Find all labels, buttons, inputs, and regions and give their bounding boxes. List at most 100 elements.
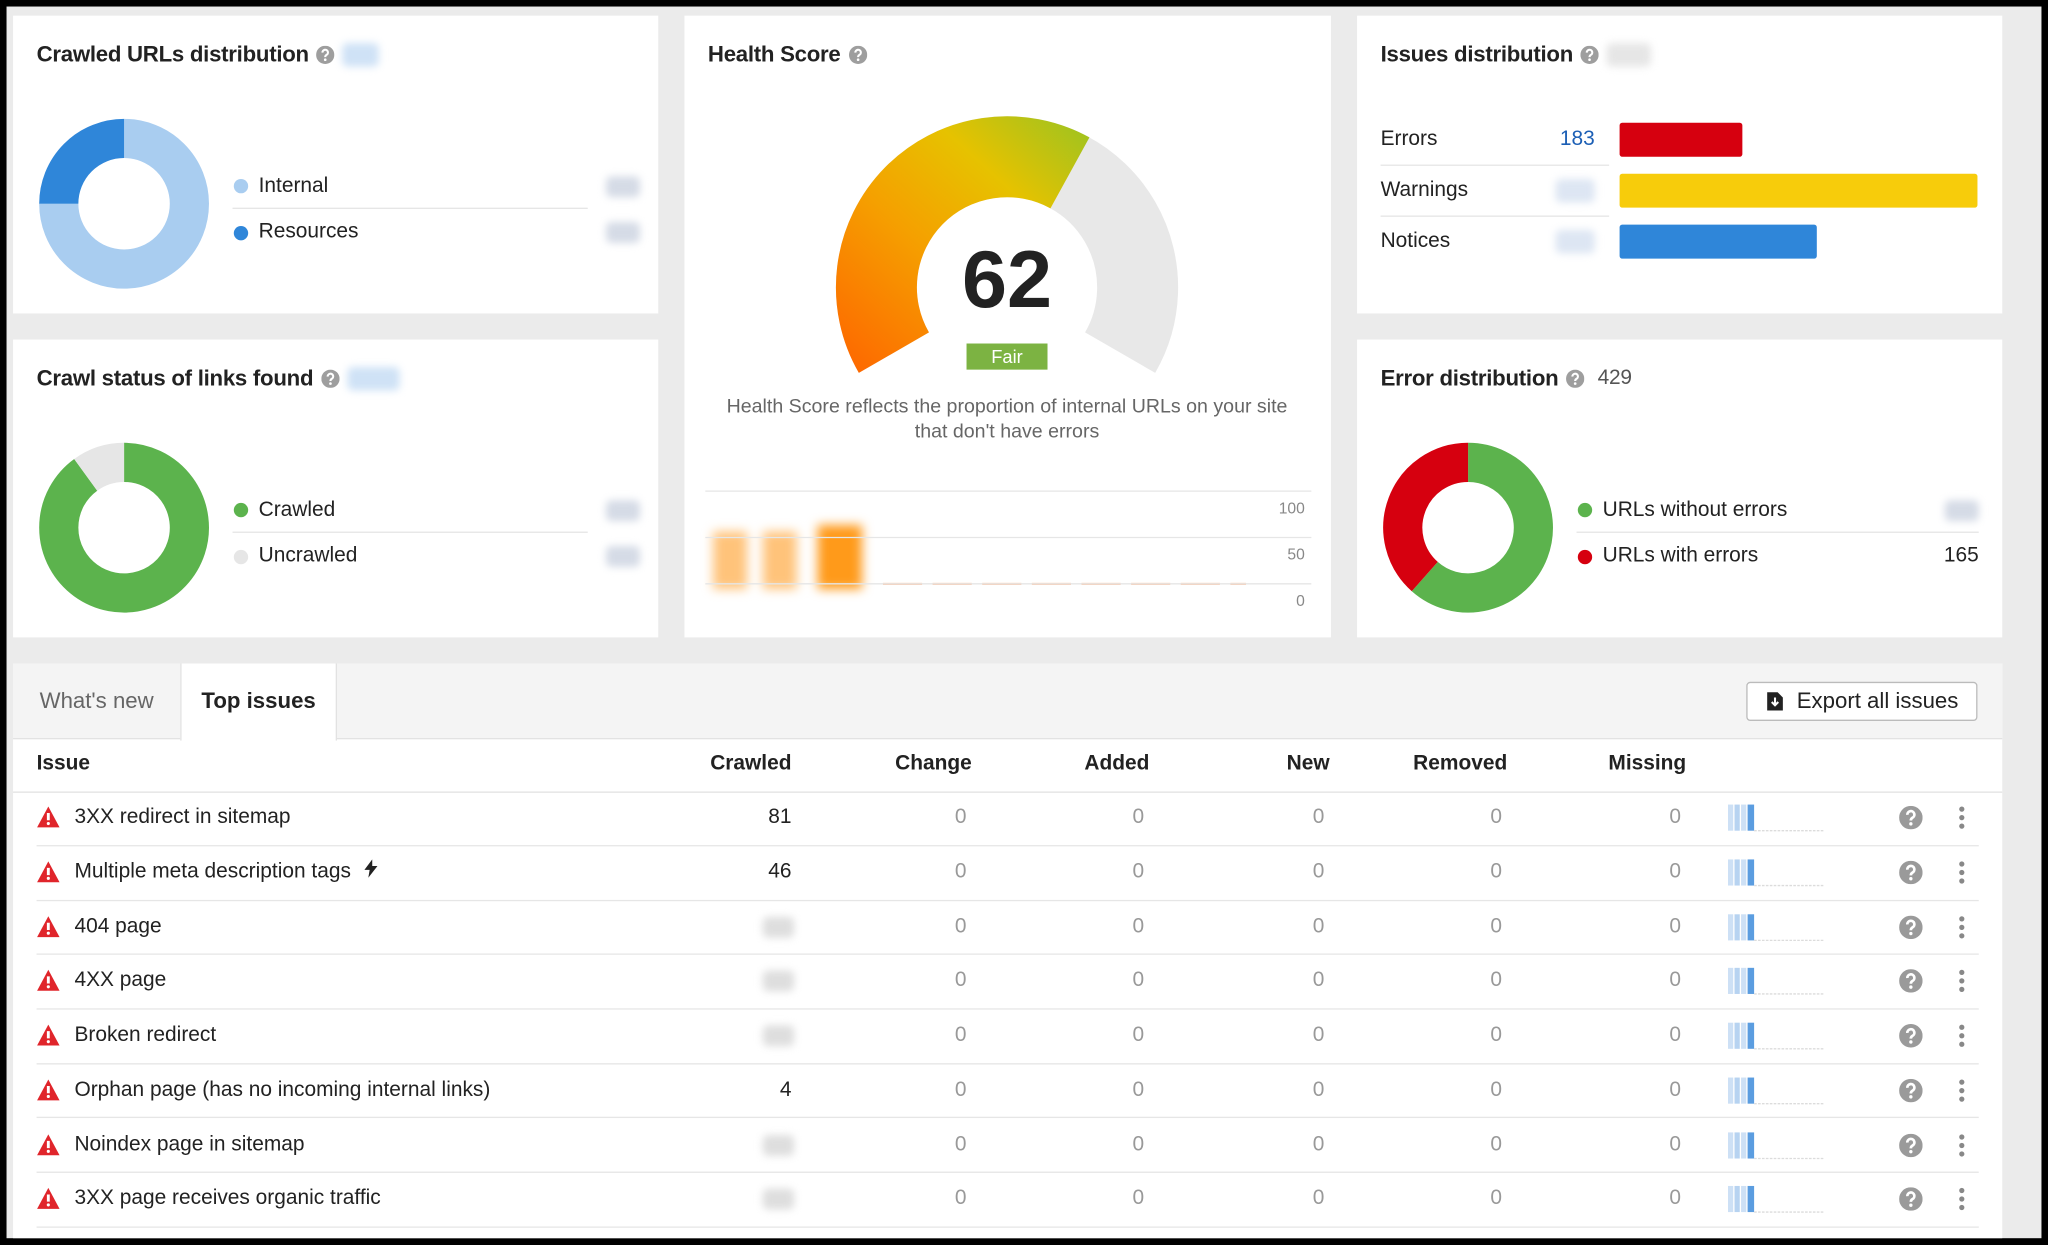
sparkline <box>1727 1186 1825 1213</box>
legend-dot <box>1577 502 1593 518</box>
blurred-value <box>1555 229 1595 254</box>
issue-name: Orphan page (has no incoming internal li… <box>74 1078 491 1101</box>
more-menu[interactable] <box>1958 1024 1966 1048</box>
export-label: Export all issues <box>1796 688 1959 714</box>
help-icon[interactable] <box>1899 806 1923 836</box>
table-cell: 0 <box>1132 1187 1145 1210</box>
table-cell: 0 <box>1132 860 1145 883</box>
row-divider <box>36 953 1979 956</box>
column-header: Issue <box>36 752 91 775</box>
bar <box>1619 173 1977 208</box>
table-cell: 0 <box>1312 1187 1325 1210</box>
warning-icon <box>37 915 60 937</box>
table-cell: 0 <box>1490 969 1503 992</box>
blurred-count <box>1606 43 1652 67</box>
row-divider <box>36 844 1979 847</box>
help-icon[interactable] <box>1899 1133 1923 1163</box>
panel: Crawled URLs distribution Internal Resour… <box>13 15 659 314</box>
tab[interactable]: What's new <box>39 688 154 714</box>
column-header: Added <box>1084 752 1150 775</box>
table-cell: 0 <box>954 1187 967 1210</box>
more-menu[interactable] <box>1958 1133 1966 1157</box>
donut-segment <box>39 118 209 289</box>
help-icon[interactable] <box>1899 1078 1923 1109</box>
help-icon[interactable] <box>1899 915 1923 945</box>
legend-label: Resources <box>258 220 359 243</box>
table-cell: 0 <box>1490 860 1503 883</box>
table-cell: 81 <box>768 806 792 829</box>
issue-name: Noindex page in sitemap <box>74 1133 305 1156</box>
row-divider <box>36 1062 1979 1064</box>
more-menu[interactable] <box>1958 861 1966 885</box>
legend-label: Internal <box>258 174 329 197</box>
panel: Issues distribution Errors 183 Warnings Not… <box>1357 15 2003 314</box>
legend-row: Uncrawled <box>232 534 640 578</box>
table-cell: 0 <box>1669 1024 1681 1047</box>
more-menu[interactable] <box>1958 970 1966 994</box>
legend-row: URLs without errors <box>1576 488 1979 533</box>
warning-icon <box>37 806 60 828</box>
bolt-icon <box>363 859 378 878</box>
issue-name: 404 page <box>74 915 162 938</box>
help-icon[interactable] <box>1580 45 1600 64</box>
donut-segment <box>39 118 125 205</box>
help-icon[interactable] <box>321 369 340 388</box>
warning-icon <box>37 1188 60 1210</box>
row-divider <box>1380 164 1610 166</box>
help-icon[interactable] <box>848 45 867 64</box>
panel-header: Issues distribution <box>1381 42 1652 68</box>
help-icon[interactable] <box>316 45 335 64</box>
row-divider <box>36 1008 1979 1010</box>
help-icon[interactable] <box>1899 1187 1923 1218</box>
more-menu[interactable] <box>1958 806 1966 830</box>
issue-name: 4XX page <box>74 969 167 992</box>
tab-bar <box>13 663 2003 740</box>
more-menu[interactable] <box>1958 1079 1966 1103</box>
export-button[interactable]: Export all issues <box>1746 681 1978 721</box>
row-divider <box>36 1226 1979 1228</box>
table-cell: 0 <box>1312 969 1325 992</box>
donut-segment <box>74 442 125 492</box>
tab-active[interactable]: Top issues <box>180 663 337 741</box>
table-cell: 0 <box>1669 969 1681 992</box>
help-icon[interactable] <box>1899 860 1923 891</box>
gauge-value <box>835 116 1090 373</box>
more-menu[interactable] <box>1958 915 1966 939</box>
table-cell: 0 <box>1490 1133 1503 1156</box>
panel-title: Health Score <box>707 41 841 67</box>
table-cell: 0 <box>954 1024 967 1047</box>
panel-title: Crawled URLs distribution <box>36 41 310 67</box>
table-cell: 0 <box>1669 860 1681 883</box>
legend-label: Crawled <box>258 498 336 521</box>
row-divider <box>36 899 1979 901</box>
donut-chart <box>39 118 209 289</box>
panel: Crawl status of links found Crawled Uncra… <box>13 339 659 638</box>
help-icon[interactable] <box>1899 1024 1923 1054</box>
help-icon[interactable] <box>1566 369 1585 388</box>
panel: Error distribution 429 URLs without error… <box>1357 339 2003 638</box>
table-cell: 0 <box>1669 1078 1681 1101</box>
bar-label: Warnings <box>1380 178 1469 202</box>
help-icon[interactable] <box>1899 969 1923 1000</box>
row-divider <box>36 1171 1979 1173</box>
bar <box>1619 224 1817 259</box>
description: Health Score reflects the proportion of … <box>726 395 1288 443</box>
column-header: Crawled <box>710 752 792 775</box>
sparkline <box>1727 913 1825 941</box>
table-cell: 0 <box>954 806 967 829</box>
legend-row: Resources <box>232 210 640 254</box>
more-menu[interactable] <box>1958 1188 1966 1212</box>
sparkline <box>1727 804 1825 832</box>
gauge-chart: 0 50 100 <box>705 116 1312 610</box>
y-tick-label: 0 <box>1296 593 1305 610</box>
table-cell: 0 <box>1490 915 1503 938</box>
legend-row: Internal <box>232 165 640 209</box>
table-cell: 0 <box>1312 1133 1325 1156</box>
table-cell: 4 <box>779 1078 792 1101</box>
table-cell: 0 <box>954 1133 967 1156</box>
issue-name: Multiple meta description tags <box>74 859 378 885</box>
table-cell: 0 <box>1490 1078 1503 1101</box>
blurred-value <box>762 1025 795 1047</box>
table-cell: 0 <box>1312 860 1325 883</box>
